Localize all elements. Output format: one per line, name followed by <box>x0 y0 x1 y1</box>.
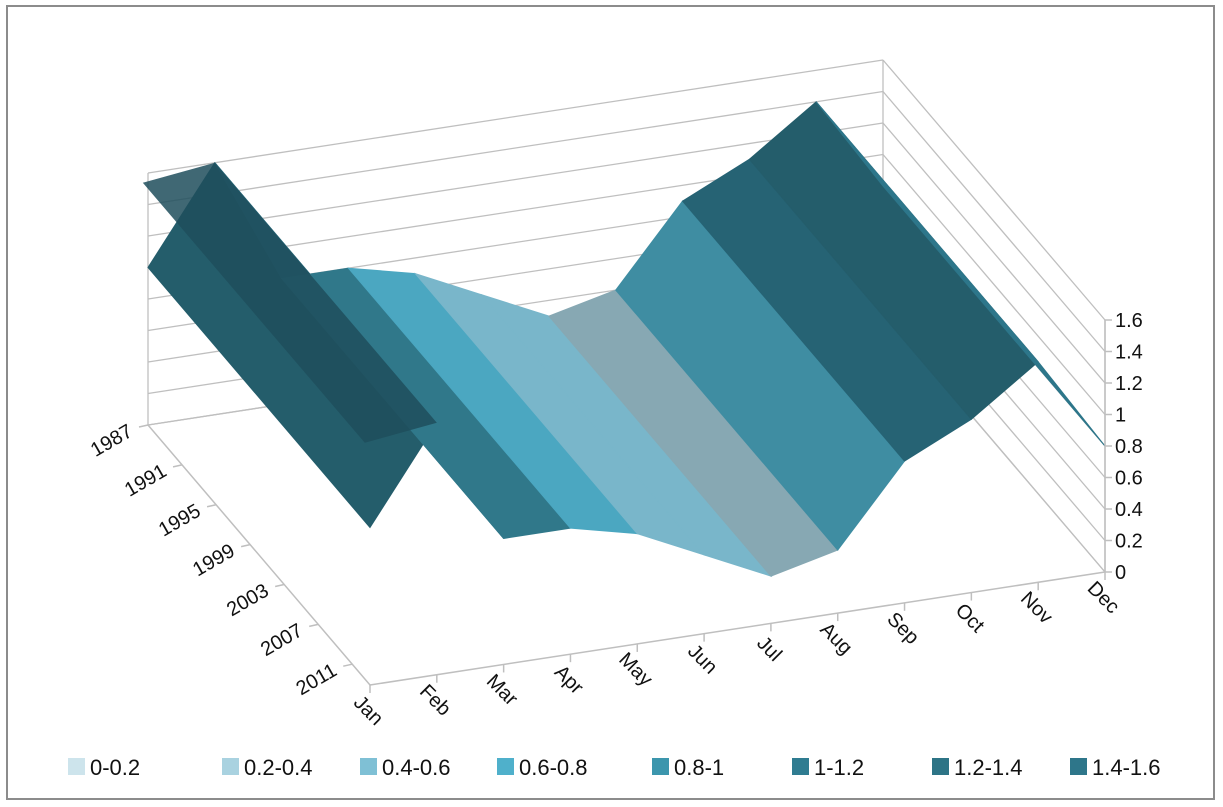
legend-swatch <box>932 758 949 775</box>
legend-label: 0-0.2 <box>90 755 140 780</box>
series-tick-label: 1991 <box>121 460 171 501</box>
side-wall-gridline <box>882 154 1106 415</box>
series-tick-label: 2011 <box>292 659 340 700</box>
surface-ridge-face <box>142 162 437 443</box>
z-tick-label: 1.4 <box>1115 342 1143 364</box>
z-tick-label: 1.2 <box>1115 373 1143 395</box>
x-tick-label: May <box>614 649 656 691</box>
back-wall-gridline <box>147 122 884 237</box>
series-tick-label: 1999 <box>189 540 239 581</box>
legend-label: 0.4-0.6 <box>382 755 451 780</box>
legend-swatch <box>792 758 809 775</box>
surface-band <box>815 101 1106 447</box>
x-tick-label: Aug <box>816 618 857 659</box>
legend-label: 1.2-1.4 <box>954 755 1023 780</box>
series-tick <box>343 663 353 667</box>
z-tick-label: 1.6 <box>1115 310 1143 332</box>
series-axis-line <box>147 424 371 686</box>
legend-swatch <box>1070 758 1087 775</box>
surface-plot <box>142 101 1106 578</box>
series-tick <box>172 464 183 468</box>
side-wall-gridline <box>882 122 1106 384</box>
legend-label: 0.8-1 <box>674 755 724 780</box>
series-tick-label: 2007 <box>257 620 307 661</box>
z-tick-label: 0.4 <box>1115 499 1143 521</box>
series-tick <box>309 623 319 628</box>
series-tick <box>138 424 149 428</box>
series-tick <box>240 543 251 548</box>
x-tick-label: Feb <box>415 681 455 721</box>
z-tick-label: 0 <box>1115 562 1126 584</box>
z-tick-label: 1 <box>1115 405 1126 427</box>
legend-label: 1-1.2 <box>814 755 864 780</box>
z-tick-label: 0.2 <box>1115 531 1143 553</box>
side-wall-gridline <box>882 59 1106 321</box>
series-tick <box>274 583 285 588</box>
x-axis-line <box>369 571 1106 686</box>
legend-swatch <box>222 758 239 775</box>
z-tick-label: 0.8 <box>1115 436 1143 458</box>
legend-swatch <box>360 758 377 775</box>
back-wall-gridline <box>147 90 884 206</box>
x-tick-label: Apr <box>550 661 588 699</box>
x-tick-label: Jun <box>683 640 721 678</box>
legend-label: 0.6-0.8 <box>519 755 588 780</box>
x-tick-label: Nov <box>1016 588 1057 629</box>
legend-label: 1.4-1.6 <box>1092 755 1161 780</box>
chart-legend: 0-0.2 0.2-0.4 0.4-0.6 0.6-0.8 0.8-1 1-1.2 1.2-… <box>68 755 1161 780</box>
x-tick-label: Sep <box>882 608 923 649</box>
x-tick-label: Oct <box>951 600 989 638</box>
side-wall-gridline <box>882 91 1106 352</box>
legend-swatch <box>497 758 514 775</box>
x-tick-label: Jan <box>349 692 387 730</box>
legend-swatch <box>68 758 85 775</box>
z-tick-label: 0.6 <box>1115 468 1143 490</box>
legend-label: 0.2-0.4 <box>244 755 313 780</box>
series-tick-label: 1995 <box>155 500 205 541</box>
x-tick-label: Jul <box>752 632 786 666</box>
series-tick-label: 2003 <box>223 580 273 621</box>
back-wall-gridline <box>147 59 884 174</box>
x-tick-label: Mar <box>482 670 522 710</box>
legend-swatch <box>652 758 669 775</box>
series-tick <box>206 504 217 508</box>
series-tick-label: 1987 <box>87 420 137 461</box>
